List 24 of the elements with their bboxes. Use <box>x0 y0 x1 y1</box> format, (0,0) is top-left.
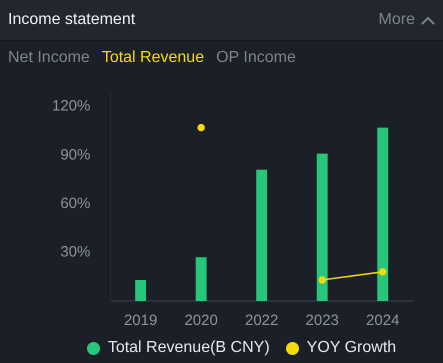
text: More <box>378 11 416 29</box>
point <box>318 276 326 284</box>
bar <box>135 280 146 301</box>
x-tick-label: 2024 <box>366 312 400 330</box>
y-tick-label: 60% <box>60 194 90 212</box>
bar <box>256 170 268 301</box>
y-tick-label: 120% <box>52 98 90 115</box>
legend-label: Total Revenue(B CNY) <box>108 339 270 357</box>
y-tick-label: 90% <box>60 146 90 164</box>
bar <box>316 154 328 301</box>
bar <box>196 257 207 301</box>
y-tick-label: 30% <box>60 244 90 261</box>
point <box>378 268 386 276</box>
bar <box>377 128 388 301</box>
x-tick-label: 2023 <box>306 312 339 330</box>
chart-title: Income statement <box>8 11 136 29</box>
x-tick-label: 2022 <box>244 312 278 330</box>
text: OP Income <box>216 49 296 68</box>
point <box>197 124 205 132</box>
legend-label: YOY Growth <box>306 339 396 357</box>
text: Total Revenue <box>102 49 204 68</box>
x-tick-label: 2020 <box>184 312 218 330</box>
x-tick-label: 2019 <box>124 312 158 330</box>
text: Net Income <box>8 49 90 68</box>
